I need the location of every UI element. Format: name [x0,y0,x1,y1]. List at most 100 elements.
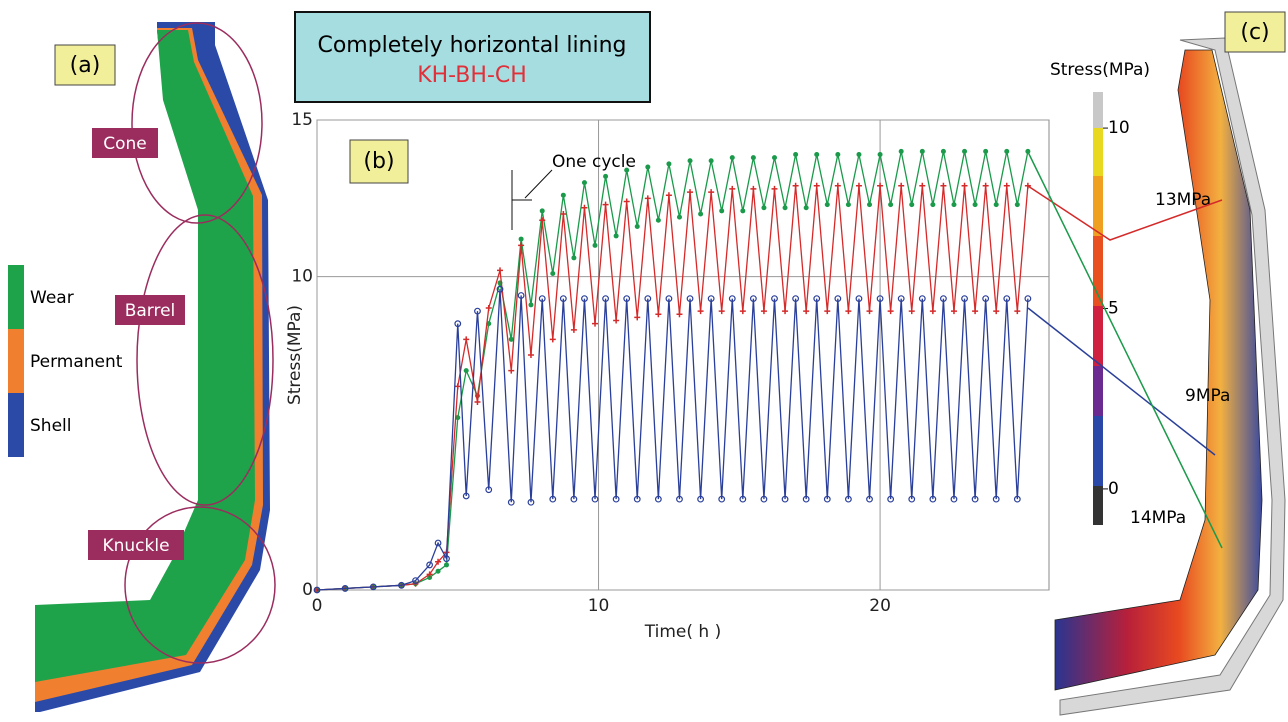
point [427,574,433,580]
point [581,204,588,211]
point [517,292,525,299]
title-box [294,11,651,103]
point [644,295,652,303]
point [729,185,736,192]
x-tick-label: 10 [588,596,610,616]
point [435,568,441,574]
point [855,295,863,303]
point [855,182,862,189]
point [463,336,470,343]
point [760,308,767,315]
point [929,495,937,503]
point [623,198,630,205]
point [908,495,916,503]
colorbar-band [1093,128,1103,176]
legend-label: Shell [30,416,71,436]
point [792,182,799,189]
point [919,182,926,189]
point [845,202,851,208]
point [782,205,788,211]
point [527,352,534,358]
cone-ring [131,22,263,224]
point [655,311,662,318]
point [802,495,810,503]
point [950,308,957,315]
colorbar-ticks: 0 5 10 [1103,118,1130,499]
point [454,383,461,390]
point [591,495,599,503]
point [697,495,704,503]
point [1014,308,1021,315]
point [1024,295,1032,303]
region-box [115,295,185,325]
point [951,202,957,208]
point [676,495,683,503]
point [739,495,747,503]
point [426,571,433,578]
point [972,308,979,315]
panel-label: (b) [363,149,394,174]
callout: 9MPa [1185,386,1230,406]
point [697,308,704,315]
point [792,295,800,303]
point [782,308,789,315]
point [686,295,694,303]
callout-leader [1027,151,1223,549]
region-label: Knuckle [102,536,169,556]
plot-area [316,119,1050,591]
point [897,295,905,303]
point [644,195,651,202]
point [823,495,831,503]
point [426,561,434,569]
outer-shell [1059,37,1286,716]
colorbar-band [1093,306,1103,366]
point [749,295,757,303]
callout: 13MPa [1155,190,1211,210]
y-tick-label: 10 [291,267,313,287]
colorbar-tick-label: 10 [1108,118,1130,138]
y-tick-label: 0 [302,580,313,600]
point [1014,202,1020,208]
point [888,202,894,208]
point [845,495,852,503]
barrel-ring [136,214,274,506]
point [750,185,757,192]
point [560,211,567,217]
point [771,295,778,303]
point [434,539,442,547]
point [898,182,905,189]
point [527,498,535,506]
callout-leader [1027,307,1216,456]
point [581,295,588,303]
point [761,205,767,211]
point [398,581,405,589]
region-label: Cone [103,134,147,154]
point [687,189,694,196]
region-label: Barrel [125,301,176,321]
point [603,173,609,179]
point [856,151,862,157]
y-tick-label: 15 [291,110,313,130]
point [781,495,789,503]
point [539,208,545,214]
point [992,495,1000,503]
colorbar [1093,92,1103,525]
point [592,320,599,327]
point [676,214,682,220]
point [665,192,672,199]
panel-a: (a) Cone Barrel Knuckle Wear Permanent She… [8,22,276,712]
point [550,271,556,277]
point [497,267,503,274]
point [728,295,736,303]
point [508,336,514,342]
point [993,308,1000,315]
colorbar-band [1093,92,1103,128]
point [845,308,852,315]
point [313,586,321,594]
point [485,305,492,311]
point [518,236,524,242]
point [729,155,735,161]
colorbar-band [1093,236,1103,306]
point [462,492,470,500]
